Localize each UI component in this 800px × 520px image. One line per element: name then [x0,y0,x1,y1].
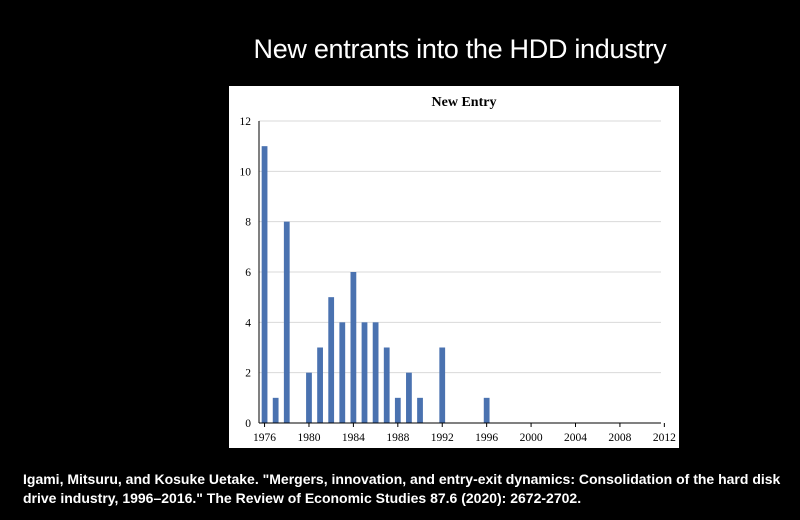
bar-1985 [361,322,368,423]
bar-1981 [317,347,323,423]
y-tick-label: 8 [245,217,251,229]
bar-1977 [272,397,279,423]
y-tick-labels: 0 2 4 6 8 10 12 [240,116,252,430]
x-tick-label: 2008 [608,432,631,444]
bar-1988 [394,397,401,423]
x-tick-label: 1980 [297,432,320,444]
bar-1978 [283,221,290,423]
bar-1983 [339,322,346,423]
chart-title: New Entry [432,95,497,110]
bar-1992 [439,347,446,423]
bar-1980 [306,372,312,423]
bar-1984 [350,272,357,423]
bar-1986 [372,322,379,423]
x-tick-label: 2012 [653,432,676,444]
y-tick-label: 12 [240,116,252,128]
y-tick-label: 0 [245,418,251,430]
y-tick-label: 2 [245,368,251,380]
bars [261,146,490,423]
chart-panel: New Entry 0 2 4 6 8 10 12 1976 1980 1984 1988 1992… [229,86,679,448]
y-tick-label: 6 [245,267,251,279]
y-tick-label: 4 [245,317,251,329]
gridlines [259,120,661,374]
axes [258,121,665,427]
x-tick-label: 2004 [564,432,587,444]
bar-1989 [406,372,412,423]
x-tick-labels: 1976 1980 1984 1988 1992 1996 2000 2004 2008 2012 [253,432,676,444]
bar-1990 [417,397,423,423]
y-tick-label: 10 [240,166,252,178]
bar-1976 [261,146,268,423]
slide-title: New entrants into the HDD industry [253,34,667,64]
bar-1987 [383,347,390,423]
x-tick-label: 1976 [253,432,276,444]
bar-1982 [328,297,335,423]
new-entry-bar-chart: New Entry 0 2 4 6 8 10 12 1976 1980 1984 1988 1992… [240,95,677,444]
x-tick-label: 1992 [431,432,454,444]
x-tick-label: 1996 [475,432,498,444]
x-tick-label: 1988 [386,432,409,444]
x-tick-label: 2000 [520,432,543,444]
x-tick-label: 1984 [342,432,365,444]
bar-1996 [483,397,490,423]
citation: Igami, Mitsuru, and Kosuke Uetake. "Merg… [23,471,781,506]
